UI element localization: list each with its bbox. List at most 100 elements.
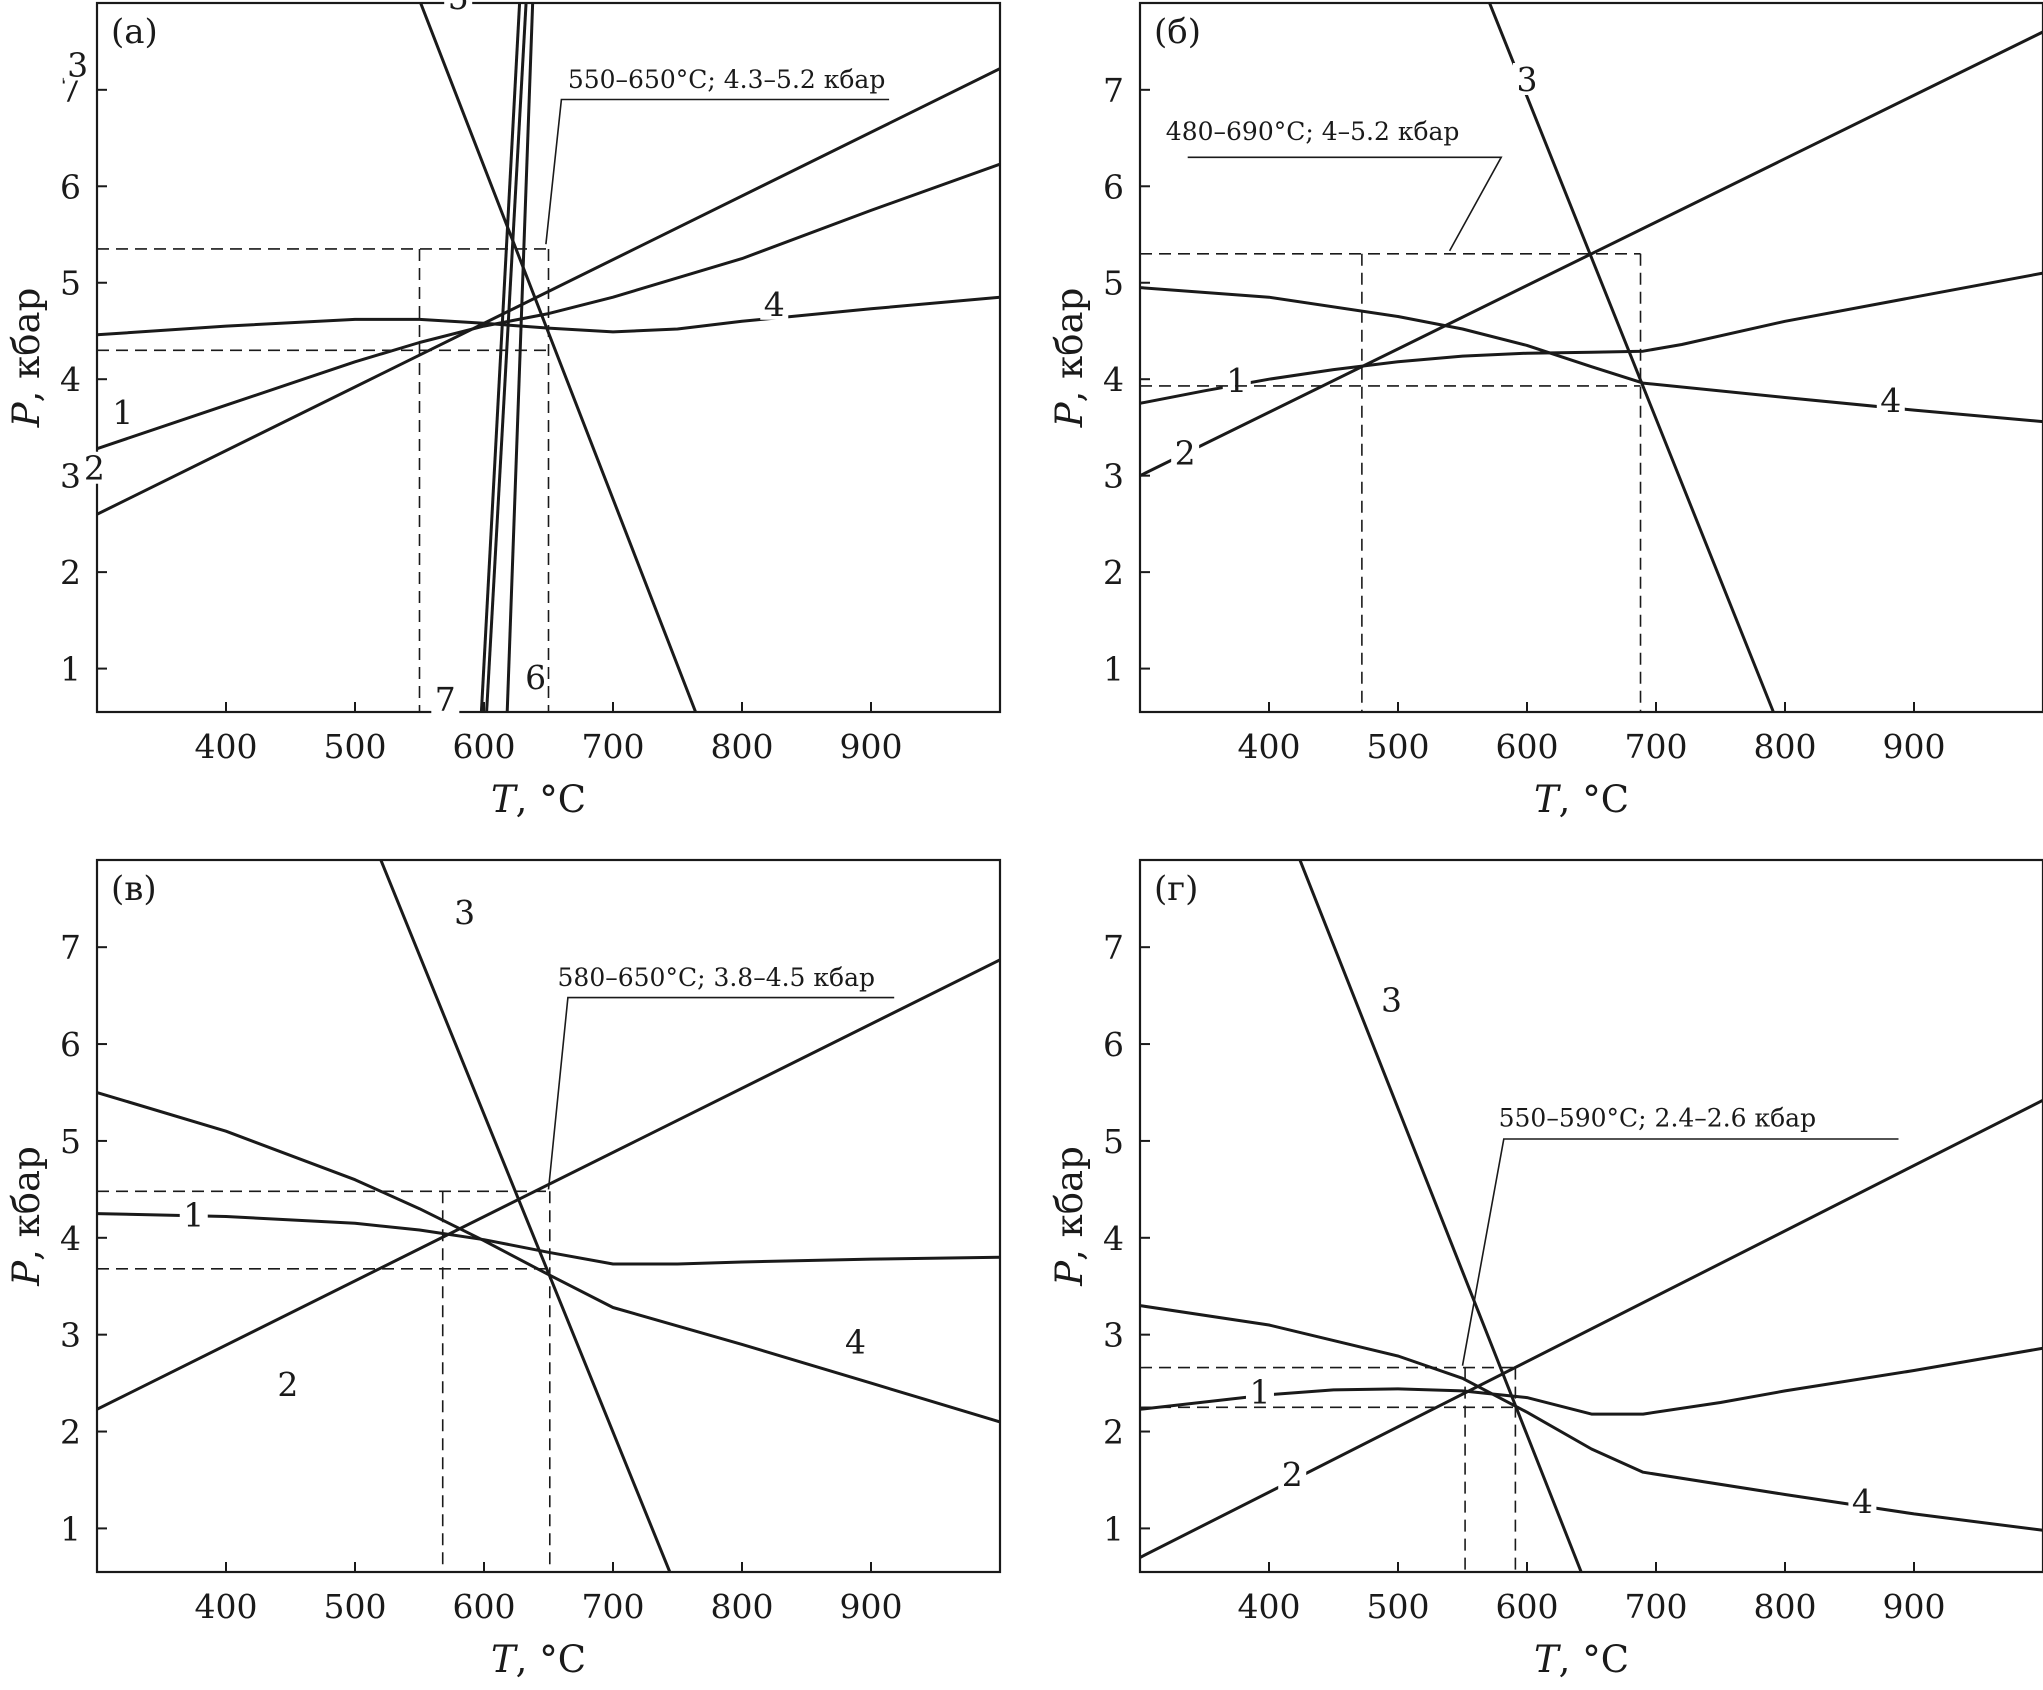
series-label-3: 3 <box>67 46 88 85</box>
series-label-3: 3 <box>454 893 475 932</box>
y-tick-label: 7 <box>60 71 81 110</box>
y-tick-label: 6 <box>1103 167 1124 206</box>
y-axis-variable: P <box>1048 1260 1091 1287</box>
pt-estimate-box <box>1140 1366 1517 1572</box>
series-line-3 <box>379 860 672 1572</box>
series-line-4 <box>1140 286 2043 424</box>
series-line-7 <box>485 3 528 712</box>
y-tick-label: 4 <box>60 1219 81 1258</box>
y-tick-label: 7 <box>60 928 81 967</box>
series-label-bg <box>521 661 550 694</box>
series-label-6: 6 <box>525 658 546 697</box>
panel-label: (в) <box>111 869 157 909</box>
series-label-2: 2 <box>277 1365 298 1404</box>
x-tick-label: 900 <box>1883 1587 1946 1626</box>
series-line-5 <box>479 3 522 712</box>
y-tick-label: 6 <box>1103 1025 1124 1064</box>
series-line-1 <box>1140 1346 2043 1416</box>
x-axis-variable: T <box>491 1638 518 1681</box>
x-axis-title: T, °C <box>491 778 586 821</box>
x-tick-label: 900 <box>1883 727 1946 766</box>
x-axis-variable: T <box>1534 1638 1561 1681</box>
series-label-4: 4 <box>1852 1482 1873 1521</box>
y-axis-variable: P <box>5 401 48 428</box>
y-tick-label: 4 <box>60 360 81 399</box>
series-label-4: 4 <box>845 1322 866 1361</box>
y-axis-unit: , кбар <box>5 1146 48 1261</box>
y-tick-label: 2 <box>1103 1413 1124 1452</box>
series-label-2: 2 <box>84 449 105 488</box>
annotation-leader-line <box>1461 1138 1899 1366</box>
series-line-4 <box>1140 1304 2043 1532</box>
series-label-bg <box>80 451 109 484</box>
series-line-3 <box>419 3 697 712</box>
series-label-1: 1 <box>112 393 133 432</box>
x-axis-variable: T <box>491 778 518 821</box>
series-label-4: 4 <box>1880 381 1901 420</box>
annotation-text: 580–650°C; 3.8–4.5 кбар <box>558 963 875 992</box>
panel-label: (а) <box>111 12 158 52</box>
plot-frame <box>95 1 1002 714</box>
pt-estimate-box <box>97 248 550 712</box>
series-label-4: 4 <box>764 285 785 324</box>
series-label-1: 1 <box>183 1195 204 1234</box>
series-label-bg <box>1377 983 1406 1016</box>
series-line-2 <box>1140 1098 2043 1559</box>
x-tick-label: 700 <box>1625 727 1688 766</box>
x-tick-label: 800 <box>1754 1587 1817 1626</box>
x-tick-label: 600 <box>1496 1587 1559 1626</box>
series-label-bg <box>841 1325 870 1358</box>
y-tick-label: 5 <box>1103 264 1124 303</box>
series-line-1 <box>97 1212 1000 1266</box>
series-label-2: 2 <box>1282 1455 1303 1494</box>
y-tick-label: 3 <box>1103 1316 1124 1355</box>
x-axis-unit: , °C <box>1559 778 1629 821</box>
series-label-bg <box>1222 363 1251 396</box>
y-tick-label: 5 <box>60 1122 81 1161</box>
y-axis-title: P, кбар <box>5 1146 48 1287</box>
x-tick-label: 600 <box>453 1587 516 1626</box>
series-label-bg <box>273 1367 302 1400</box>
x-tick-label: 600 <box>453 727 516 766</box>
x-tick-label: 700 <box>1625 1587 1688 1626</box>
series-label-bg <box>1513 62 1541 95</box>
chart-panel-4: 400 500 600 700 800 900 1 2 3 4 5 6 7 T, °C P, кбар (г)… <box>1048 858 2043 1681</box>
y-tick-label: 2 <box>1103 553 1124 592</box>
y-tick-label: 7 <box>1103 928 1124 967</box>
y-axis-unit: , кбар <box>1048 288 1091 403</box>
x-tick-label: 800 <box>1754 727 1817 766</box>
series-label-bg <box>1876 384 1905 417</box>
plot-frame <box>1138 858 2043 1574</box>
y-tick-label: 1 <box>1103 650 1124 689</box>
y-axis-variable: P <box>5 1260 48 1287</box>
series-line-1 <box>1140 271 2043 405</box>
y-axis-unit: , кбар <box>5 288 48 403</box>
chart-panel-3: 400 500 600 700 800 900 1 2 3 4 5 6 7 T, °C P, кбар (в)… <box>5 858 1002 1681</box>
pt-estimate-box <box>97 1190 551 1572</box>
series-label-bg <box>179 1198 208 1231</box>
x-tick-label: 700 <box>582 1587 645 1626</box>
y-tick-label: 3 <box>60 1316 81 1355</box>
panel-label: (г) <box>1154 869 1198 909</box>
y-tick-label: 3 <box>1103 457 1124 496</box>
panel-label: (б) <box>1154 12 1201 52</box>
annotation-text: 550–590°C; 2.4–2.6 кбар <box>1499 1103 1816 1132</box>
x-tick-label: 500 <box>1367 1587 1430 1626</box>
annotation-text: 480–690°C; 4–5.2 кбар <box>1166 117 1460 146</box>
x-axis-title: T, °C <box>1534 778 1629 821</box>
x-tick-label: 500 <box>324 1587 387 1626</box>
series-label-3: 3 <box>1517 60 1538 99</box>
x-tick-label: 400 <box>195 727 258 766</box>
x-tick-label: 900 <box>840 1587 903 1626</box>
series-label-2: 2 <box>1175 433 1196 472</box>
y-tick-label: 4 <box>1103 360 1124 399</box>
series-label-bg <box>108 395 137 428</box>
y-tick-label: 7 <box>1103 71 1124 110</box>
y-tick-label: 2 <box>60 553 81 592</box>
x-axis-unit: , °C <box>516 778 586 821</box>
series-line-6 <box>505 3 535 712</box>
y-axis-title: P, кбар <box>5 288 48 429</box>
x-axis-variable: T <box>1534 778 1561 821</box>
x-tick-label: 500 <box>1367 727 1430 766</box>
